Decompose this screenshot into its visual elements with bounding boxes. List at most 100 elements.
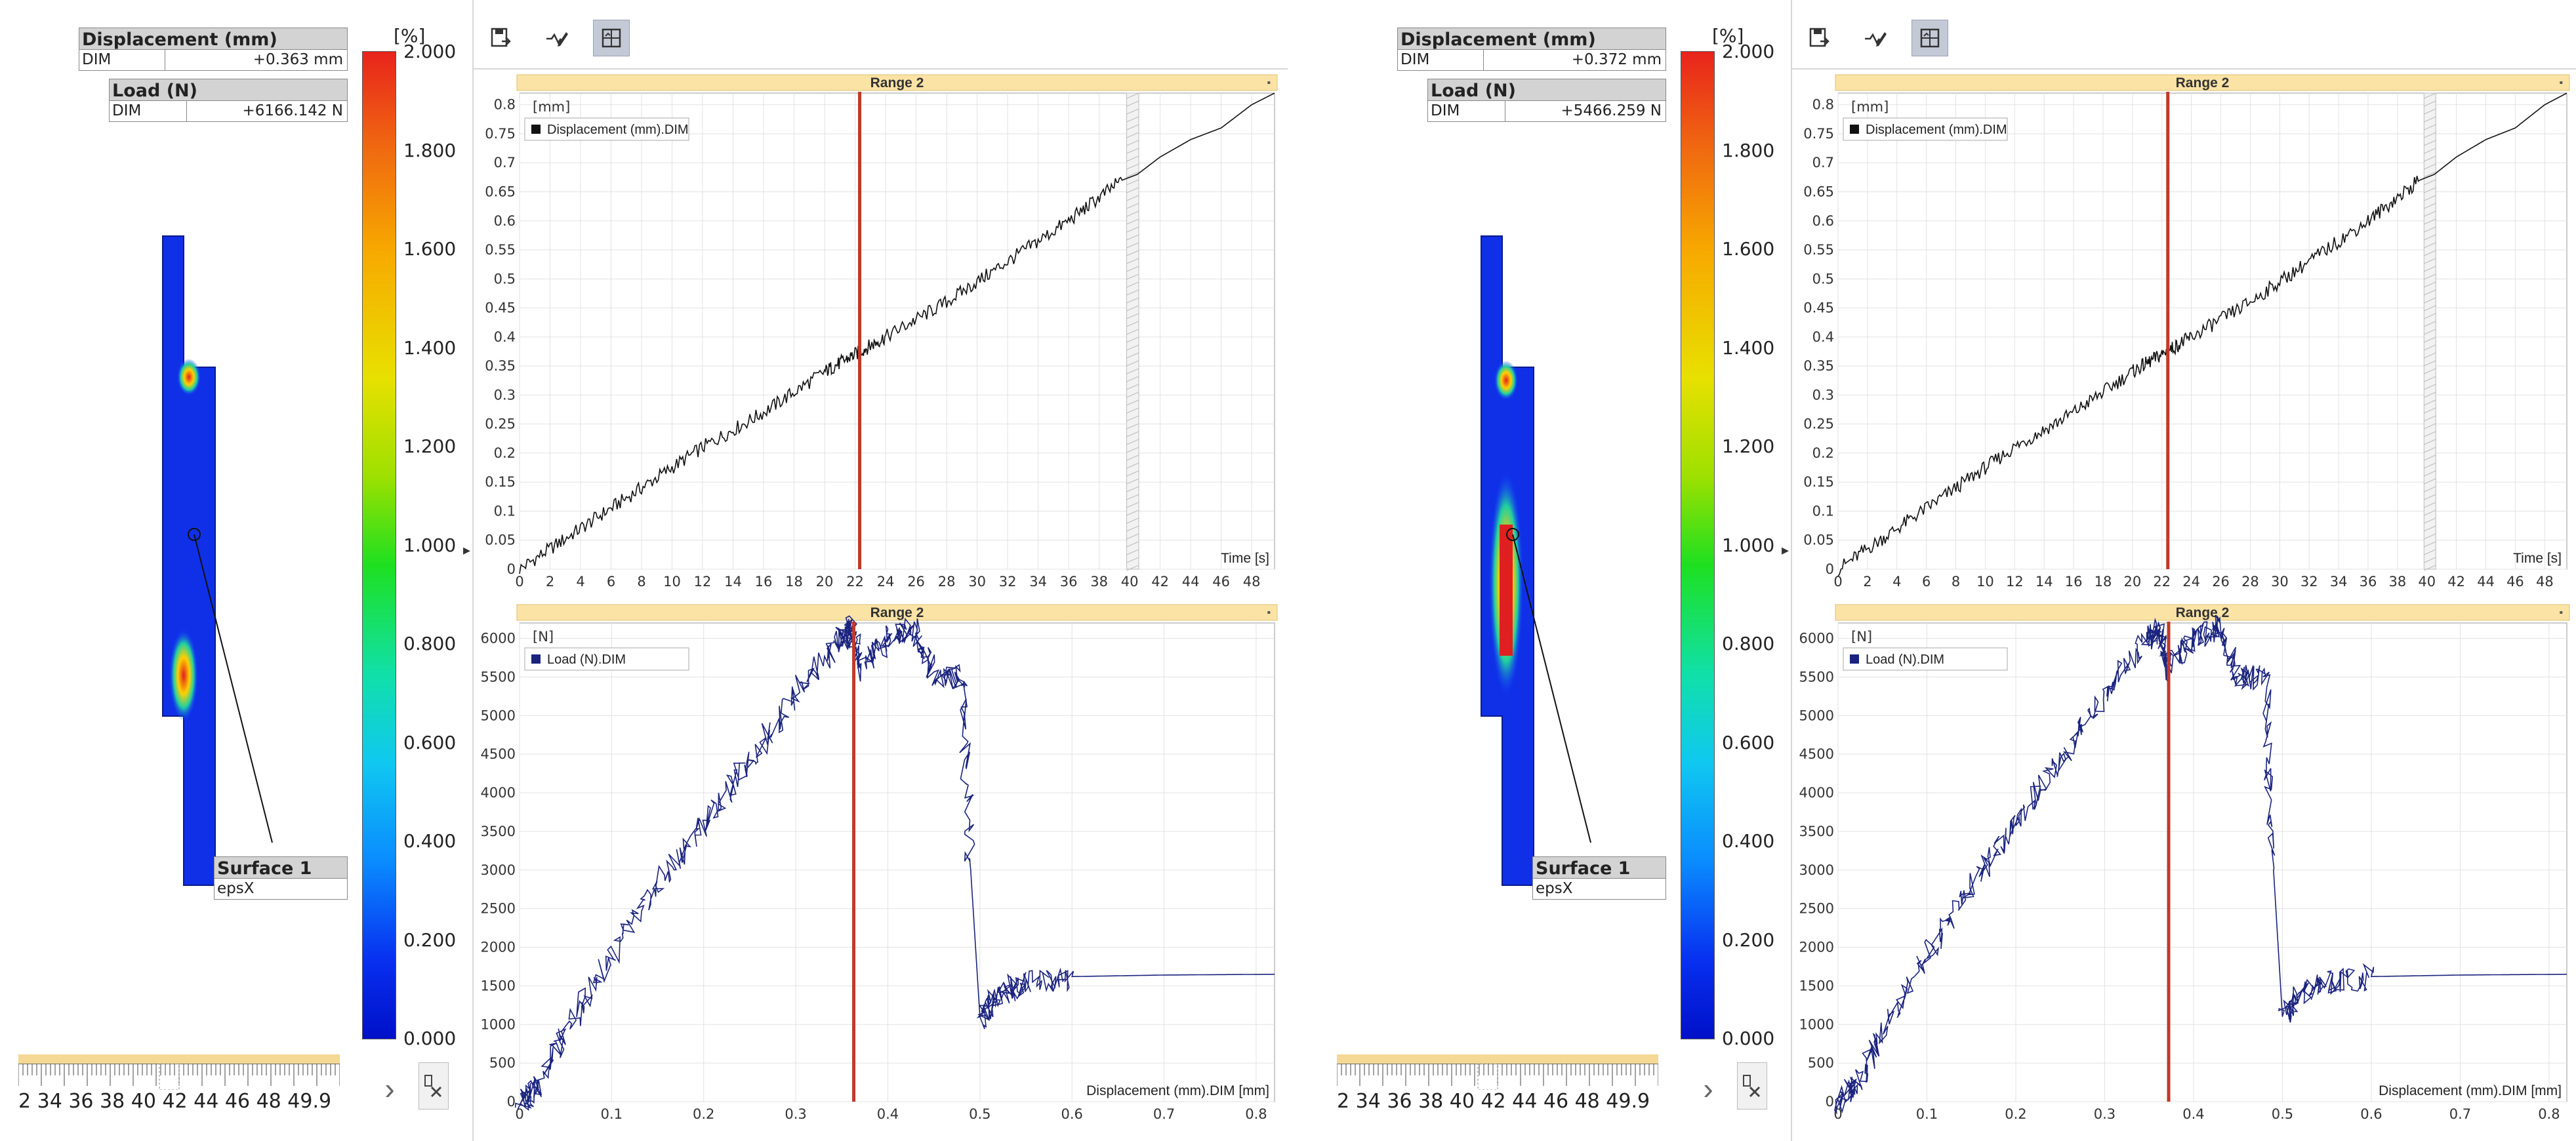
hatch-line [2424, 533, 2436, 540]
x-tick-label: 2 [546, 574, 554, 590]
hatch-line [1126, 100, 1139, 107]
hatch-line [1126, 502, 1139, 508]
colorbar-unit: [%] [394, 25, 426, 47]
hatch-line [2424, 352, 2436, 359]
hatch-line [1126, 336, 1139, 343]
unit-label: [N] [533, 629, 554, 645]
y-tick-label: 0.45 [485, 300, 516, 316]
collapse-arrow-icon[interactable]: ▸ [1782, 542, 1789, 558]
clear-cursor-icon[interactable] [1737, 1062, 1767, 1110]
y-tick-label: 2500 [481, 901, 516, 917]
y-tick-label: 0.75 [1803, 126, 1834, 142]
x-tick-label: 0.4 [877, 1106, 899, 1122]
hatch-line [1126, 376, 1139, 382]
hatch-line [1126, 179, 1139, 186]
range-bar[interactable] [1835, 74, 2570, 91]
hatch-line [1126, 226, 1139, 233]
hatch-line [2424, 100, 2436, 107]
specimen-strain-map[interactable] [151, 230, 426, 918]
hatch-line [2424, 447, 2436, 453]
hatch-line [2424, 195, 2436, 201]
hatch-line [2424, 116, 2436, 123]
surface-label-box: Surface 1 epsX [214, 856, 348, 900]
y-tick-label: 3500 [1799, 824, 1834, 839]
legend: Load (N).DIM [1843, 647, 2008, 671]
displacement-value: +0.363 mm [253, 51, 343, 68]
chart-layout-icon[interactable] [593, 20, 630, 56]
range-bar[interactable] [516, 74, 1278, 91]
hatch-line [2424, 557, 2436, 563]
x-tick-label: 40 [1121, 574, 1139, 590]
chart-layout-icon[interactable] [1912, 20, 1948, 56]
hatch-line [1126, 140, 1139, 146]
hatch-line [1126, 431, 1139, 437]
y-tick-label: 6000 [1799, 631, 1834, 647]
range-close-icon[interactable]: ▪ [1267, 607, 1271, 618]
timeline-scrubber[interactable]: 2 34 36 38 40 42 44 46 48 49.9 [18, 1054, 340, 1113]
y-tick-label: 3000 [1799, 862, 1834, 878]
x-tick-label: 24 [2182, 574, 2200, 590]
save-icon[interactable] [483, 20, 520, 56]
x-tick-label: 24 [877, 574, 895, 590]
hatch-line [2424, 360, 2436, 367]
x-tick-label: 12 [2006, 574, 2024, 590]
y-tick-label: 6000 [481, 631, 516, 647]
y-tick-label: 2000 [481, 940, 516, 955]
x-tick-label: 6 [607, 574, 615, 590]
colorbar-tick-label: 0.600 [403, 731, 457, 753]
load-displacement-chart[interactable]: Range 2 ▪ 0 0.1 0.2 0.3 0.4 0.5 0.6 0.7 0.8 0 500 100… [1797, 603, 2575, 1136]
panel-right: Displacement (mm) DIM +0.372 mm Load (N) … [1319, 0, 2576, 1141]
hatch-line [2424, 541, 2436, 548]
timeline-next-button[interactable]: › [1703, 1071, 1713, 1106]
hatch-line [1126, 148, 1139, 154]
colorbar-tick-label: 0.200 [403, 929, 457, 951]
y-tick-label: 3000 [481, 862, 516, 878]
load-displacement-chart[interactable]: Range 2 ▪ 0 0.1 0.2 0.3 0.4 0.5 0.6 0.7 0.8 0 500 100… [479, 603, 1282, 1136]
edit-icon[interactable] [1856, 20, 1893, 56]
edit-icon[interactable] [538, 20, 575, 56]
legend-box [524, 117, 689, 141]
displacement-time-chart[interactable]: Range 2 ▪0 2 4 6 8 10 12 14 16 18 20 22 24 26 28 30 32 34 3… [1797, 73, 2575, 603]
displacement-time-chart[interactable]: Range 2 ▪0 2 4 6 8 10 12 14 16 18 20 22 24 26 28 30 32 34 3… [479, 73, 1282, 603]
hatch-line [2424, 423, 2436, 430]
x-tick-label: 30 [2271, 574, 2289, 590]
y-tick-label: 0.35 [1803, 358, 1834, 374]
range-close-icon[interactable]: ▪ [2559, 607, 2563, 618]
x-tick-label: 14 [724, 574, 742, 590]
save-icon[interactable] [1801, 20, 1838, 56]
range-bar[interactable] [1835, 604, 2570, 621]
timeline-ticks: 2 34 36 38 40 42 44 46 48 49.9 [18, 1090, 332, 1113]
hatch-line [2424, 502, 2436, 508]
hatch-line [2424, 242, 2436, 249]
legend-box [1843, 647, 2008, 671]
series-line [1834, 614, 2567, 1115]
x-tick-label: 4 [576, 574, 584, 590]
timeline-next-button[interactable]: › [384, 1071, 395, 1106]
hatch-line [2424, 407, 2436, 414]
x-tick-label: 16 [755, 574, 773, 590]
colorbar-tick-label: 0.800 [1722, 633, 1775, 654]
y-tick-label: 4500 [481, 746, 516, 762]
specimen-strain-map[interactable] [1469, 230, 1745, 918]
colorbar-unit: [%] [1712, 25, 1744, 47]
range-bar[interactable] [516, 604, 1278, 621]
hatch-line [1126, 242, 1139, 249]
colorbar-tick-label: 2.000 [1722, 41, 1775, 62]
y-tick-label: 0.35 [485, 358, 516, 374]
timeline-scrubber[interactable]: 2 34 36 38 40 42 44 46 48 49.9 [1337, 1054, 1658, 1113]
clear-cursor-icon[interactable] [419, 1062, 449, 1110]
unit-label: [N] [1851, 629, 1872, 645]
legend: Load (N).DIM [524, 647, 689, 671]
range-close-icon[interactable]: ▪ [2559, 77, 2563, 89]
x-tick-label: 0.1 [601, 1106, 623, 1122]
legend-swatch [1850, 125, 1859, 134]
colorbar-tick-label: 1.800 [1722, 139, 1775, 161]
x-tick-label: 0.2 [2005, 1106, 2026, 1122]
x-tick-label: 18 [2095, 574, 2112, 590]
x-tick-label: 20 [2124, 574, 2142, 590]
legend-box [524, 647, 689, 671]
collapse-arrow-icon[interactable]: ▸ [463, 542, 471, 558]
y-tick-label: 0 [1826, 561, 1834, 577]
range-close-icon[interactable]: ▪ [1267, 77, 1271, 89]
hatch-line [2424, 344, 2436, 351]
